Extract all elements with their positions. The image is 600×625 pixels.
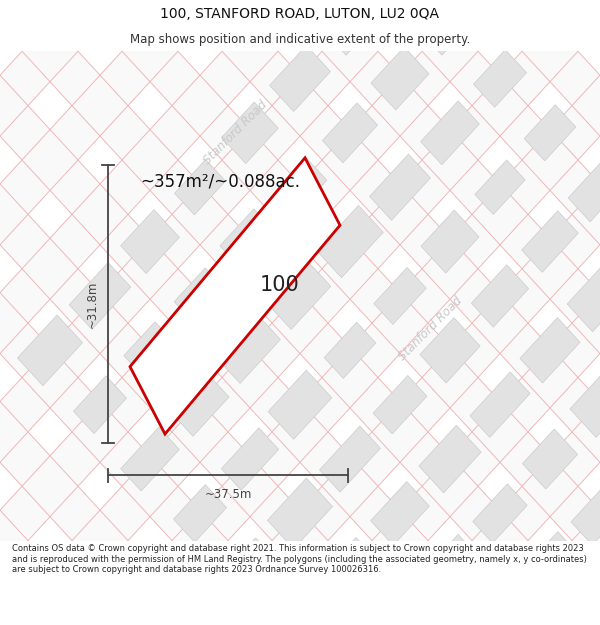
Polygon shape — [475, 160, 525, 214]
Polygon shape — [73, 376, 127, 434]
Polygon shape — [568, 152, 600, 222]
Polygon shape — [470, 590, 530, 625]
Polygon shape — [130, 158, 340, 434]
Polygon shape — [222, 102, 278, 164]
Polygon shape — [171, 373, 229, 436]
Text: ~37.5m: ~37.5m — [205, 489, 251, 501]
Text: ~31.8m: ~31.8m — [86, 281, 98, 328]
Polygon shape — [322, 0, 379, 55]
Polygon shape — [421, 101, 479, 165]
Polygon shape — [220, 209, 280, 274]
Polygon shape — [370, 154, 430, 220]
Text: Contains OS data © Crown copyright and database right 2021. This information is : Contains OS data © Crown copyright and d… — [12, 544, 587, 574]
Text: Map shows position and indicative extent of the property.: Map shows position and indicative extent… — [130, 34, 470, 46]
Polygon shape — [269, 46, 331, 111]
Polygon shape — [473, 484, 527, 543]
Polygon shape — [17, 315, 83, 386]
Polygon shape — [374, 268, 426, 324]
Polygon shape — [175, 159, 226, 215]
Polygon shape — [524, 105, 576, 161]
Text: Stanford Road: Stanford Road — [200, 98, 269, 168]
Polygon shape — [470, 372, 530, 438]
Polygon shape — [273, 158, 327, 216]
Polygon shape — [371, 47, 429, 110]
Polygon shape — [567, 260, 600, 332]
Polygon shape — [472, 265, 529, 327]
Polygon shape — [420, 318, 480, 383]
Polygon shape — [268, 478, 332, 549]
Polygon shape — [419, 534, 481, 601]
Text: ~357m²/~0.088ac.: ~357m²/~0.088ac. — [140, 173, 300, 191]
Polygon shape — [322, 538, 378, 598]
Polygon shape — [220, 318, 280, 383]
Polygon shape — [421, 210, 479, 273]
Polygon shape — [522, 211, 578, 272]
Text: 100: 100 — [260, 275, 300, 295]
Polygon shape — [520, 318, 580, 383]
Polygon shape — [421, 0, 479, 55]
Polygon shape — [174, 268, 226, 324]
Polygon shape — [173, 484, 227, 542]
Polygon shape — [268, 370, 332, 439]
Polygon shape — [317, 206, 383, 278]
Polygon shape — [369, 0, 431, 3]
Polygon shape — [570, 372, 600, 438]
Polygon shape — [517, 532, 583, 604]
Polygon shape — [121, 209, 179, 274]
Polygon shape — [221, 428, 278, 490]
Polygon shape — [371, 481, 430, 546]
Polygon shape — [419, 425, 481, 493]
Polygon shape — [523, 429, 578, 489]
Polygon shape — [320, 426, 380, 492]
Polygon shape — [223, 538, 278, 598]
Polygon shape — [268, 588, 332, 625]
Polygon shape — [373, 376, 427, 434]
Polygon shape — [571, 482, 600, 545]
Polygon shape — [473, 49, 527, 108]
Polygon shape — [373, 593, 427, 625]
Text: 100, STANFORD ROAD, LUTON, LU2 0QA: 100, STANFORD ROAD, LUTON, LU2 0QA — [161, 8, 439, 21]
Polygon shape — [69, 262, 131, 329]
Polygon shape — [124, 322, 176, 379]
Polygon shape — [322, 103, 377, 162]
Polygon shape — [324, 322, 376, 378]
Text: Stanford Road: Stanford Road — [395, 294, 464, 363]
Polygon shape — [121, 427, 179, 491]
Polygon shape — [269, 262, 331, 329]
